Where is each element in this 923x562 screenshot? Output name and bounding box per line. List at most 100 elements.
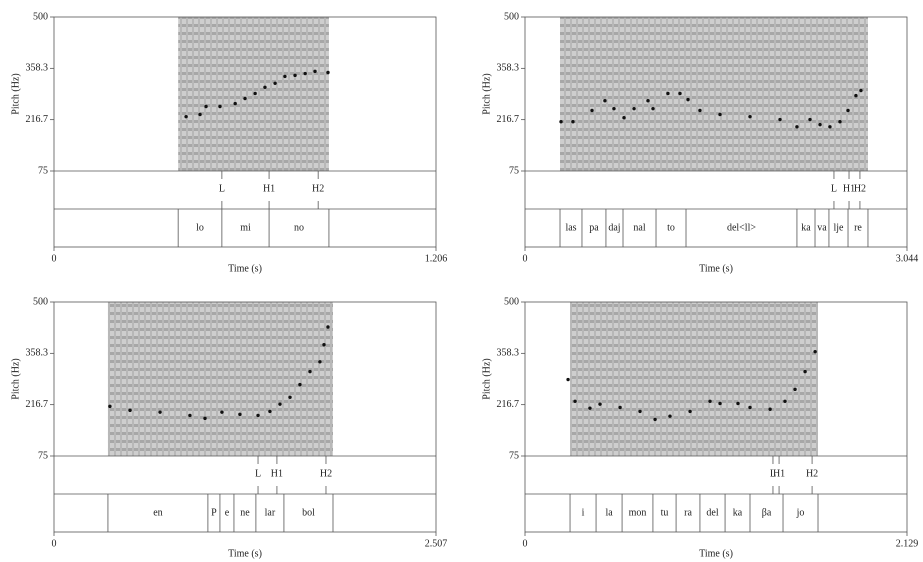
word-label: i [582,507,585,518]
pitch-point [718,402,721,405]
pitch-point [686,98,689,101]
pitch-point [243,97,246,100]
tone-label: H2 [806,468,818,479]
tone-label: H1 [271,468,283,479]
word-label: tu [661,507,669,518]
pitch-point [233,102,236,105]
x-axis-label: Time (s) [699,548,733,559]
pitch-point [571,120,574,123]
word-label: las [565,222,576,233]
pitch-point [318,360,321,363]
tone-label: H2 [320,468,332,479]
spectrogram [570,302,818,456]
pitch-point [298,383,301,386]
word-label: del [706,507,718,518]
x-tick-label: 3.044 [896,253,919,264]
pitch-point [603,99,606,102]
figure: 75 216.7 358.3 500 Pitch (Hz) 0 1.206 Time (s) L… [0,0,923,562]
word-label: ka [733,507,743,518]
word-label: la [605,507,613,518]
pitch-point [688,410,691,413]
pitch-point [326,71,329,74]
pitch-point [188,414,191,417]
y-tick-label: 358.3 [26,63,49,74]
pitch-point [859,89,862,92]
x-axis-label: Time (s) [228,263,262,274]
x-tick-label: 0 [523,253,528,264]
pitch-point [846,109,849,112]
pitch-point [293,74,296,77]
pitch-point [220,410,223,413]
pitch-point [708,400,711,403]
pitch-point [590,109,593,112]
word-label: no [294,222,304,233]
x-tick-label: 1.206 [425,253,448,264]
y-tick-label: 500 [504,11,519,22]
word-label: jo [796,507,805,518]
pitch-point [622,116,625,119]
word-label: pa [589,222,599,233]
word-label: ne [240,507,250,518]
y-axis-label: Pitch (Hz) [481,73,492,114]
pitch-point [838,120,841,123]
y-tick-label: 500 [504,296,519,307]
word-label: mi [240,222,251,233]
y-tick-label: 216.7 [26,114,49,125]
word-label: e [225,507,230,518]
y-tick-label: 500 [33,296,48,307]
pitch-point [618,406,621,409]
word-label: lar [265,507,276,518]
tone-label: H1 [263,183,275,194]
word-label: en [153,507,162,518]
word-label: daj [608,222,620,233]
spectrogram [108,302,333,456]
x-tick-label: 0 [52,538,57,549]
pitch-point [313,70,316,73]
y-tick-label: 358.3 [26,348,49,359]
pitch-point [778,118,781,121]
word-label: lo [196,222,204,233]
pitch-point [326,325,329,328]
pitch-point [308,370,311,373]
pitch-point [273,82,276,85]
pitch-point [612,107,615,110]
word-label: va [817,222,827,233]
y-tick-label: 216.7 [497,399,520,410]
y-axis-label: Pitch (Hz) [481,358,492,399]
pitch-point [718,113,721,116]
x-tick-label: 2.507 [425,538,448,549]
pitch-point [651,107,654,110]
y-tick-label: 500 [33,11,48,22]
word-label: βa [762,507,772,518]
pitch-point [854,94,857,97]
pitch-point [238,413,241,416]
word-label: del<ll> [727,222,756,233]
x-tick-label: 2.129 [896,538,919,549]
pitch-point [668,414,671,417]
pitch-point [748,115,751,118]
pitch-point [303,72,306,75]
tone-label: L [255,468,261,479]
y-tick-label: 358.3 [497,348,520,359]
pitch-point [653,418,656,421]
y-tick-label: 75 [38,450,48,461]
x-axis-label: Time (s) [228,548,262,559]
pitch-point [638,410,641,413]
tone-label: L [831,183,837,194]
y-tick-label: 216.7 [497,114,520,125]
pitch-point [288,396,291,399]
pitch-point [678,92,681,95]
pitch-point [322,343,325,346]
y-tick-label: 216.7 [26,399,49,410]
pitch-point [268,410,271,413]
word-label: bol [302,507,315,518]
y-tick-label: 75 [509,165,519,176]
pitch-point [158,410,161,413]
pitch-point [698,109,701,112]
pitch-point [263,86,266,89]
pitch-point [203,417,206,420]
pitch-point [128,409,131,412]
x-tick-label: 0 [52,253,57,264]
pitch-point [632,107,635,110]
pitch-point [736,402,739,405]
